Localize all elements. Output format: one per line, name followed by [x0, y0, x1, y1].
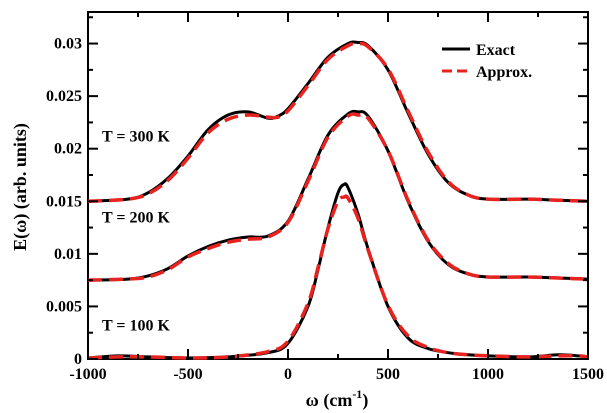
- y-tick-label: 0.01: [54, 246, 82, 263]
- x-tick-label: -500: [173, 366, 202, 383]
- y-tick-label: 0.025: [46, 88, 82, 105]
- x-axis-title-close: ): [362, 390, 368, 411]
- x-axis-title-superscript: -1: [352, 387, 362, 401]
- plot-area: -1000 -500 0 500 1000 1500 0 0.005 0.01 0.015 0.02…: [46, 11, 604, 383]
- x-tick-label: 0: [284, 366, 292, 383]
- temperature-label-100k: T = 100 K: [102, 318, 171, 335]
- x-tick-label: -1000: [69, 366, 106, 383]
- legend: Exact Approx.: [442, 42, 532, 81]
- curves-layer: [87, 40, 589, 360]
- y-axis-title: E(ω) (arb. units): [10, 123, 31, 251]
- y-tick-label: 0: [74, 351, 82, 368]
- annotations-layer: T = 300 K T = 200 K T = 100 K: [102, 128, 171, 334]
- legend-label-approx: Approx.: [476, 64, 532, 81]
- x-tick-label: 500: [376, 366, 400, 383]
- x-axis-title-main: ω (cm: [306, 390, 353, 411]
- ticks-layer: -1000 -500 0 500 1000 1500 0 0.005 0.01 0.015 0.02…: [46, 12, 604, 383]
- temperature-label-300k: T = 300 K: [102, 128, 171, 145]
- curve-approx-200k: [87, 112, 589, 282]
- x-axis-title: ω (cm-1): [306, 387, 369, 411]
- y-tick-label: 0.03: [54, 36, 82, 53]
- y-tick-label: 0.02: [54, 141, 82, 158]
- y-tick-label: 0.015: [46, 193, 82, 210]
- temperature-label-200k: T = 200 K: [102, 209, 171, 226]
- legend-label-exact: Exact: [476, 42, 516, 59]
- y-tick-label: 0.005: [46, 298, 82, 315]
- curve-approx-300k: [87, 41, 589, 204]
- x-tick-label: 1000: [472, 366, 504, 383]
- x-tick-label: 1500: [572, 366, 604, 383]
